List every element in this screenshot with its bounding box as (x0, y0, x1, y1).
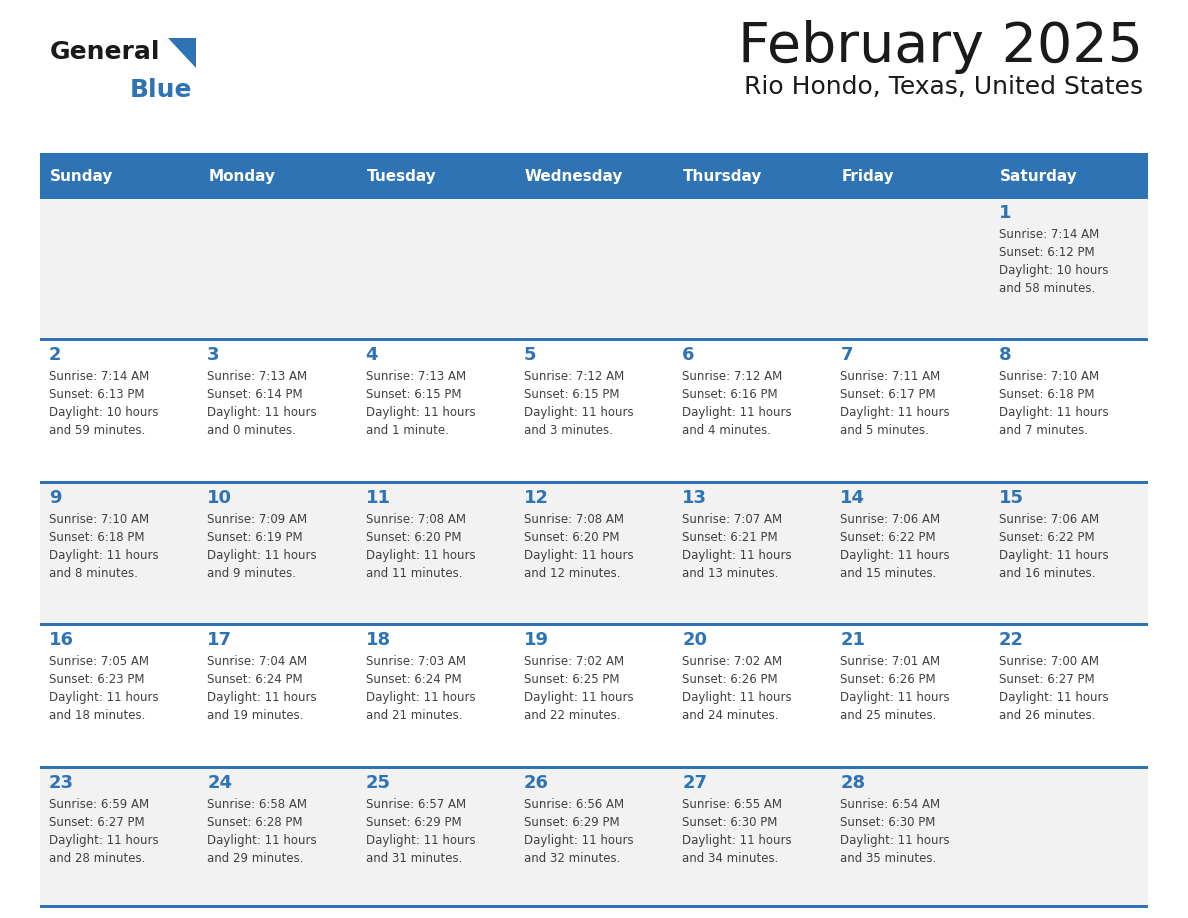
Text: Sunrise: 7:04 AM
Sunset: 6:24 PM
Daylight: 11 hours
and 19 minutes.: Sunrise: 7:04 AM Sunset: 6:24 PM Dayligh… (207, 655, 317, 722)
Text: Sunrise: 7:02 AM
Sunset: 6:26 PM
Daylight: 11 hours
and 24 minutes.: Sunrise: 7:02 AM Sunset: 6:26 PM Dayligh… (682, 655, 791, 722)
Text: 9: 9 (49, 488, 62, 507)
Bar (40, 905, 1148, 908)
Text: Sunrise: 7:02 AM
Sunset: 6:25 PM
Daylight: 11 hours
and 22 minutes.: Sunrise: 7:02 AM Sunset: 6:25 PM Dayligh… (524, 655, 633, 722)
Text: 21: 21 (840, 632, 865, 649)
Bar (40, 196, 1148, 339)
Text: Sunrise: 7:14 AM
Sunset: 6:13 PM
Daylight: 10 hours
and 59 minutes.: Sunrise: 7:14 AM Sunset: 6:13 PM Dayligh… (49, 370, 158, 437)
Text: 23: 23 (49, 774, 74, 791)
Text: Friday: Friday (841, 170, 895, 185)
Text: Wednesday: Wednesday (525, 170, 624, 185)
Text: 13: 13 (682, 488, 707, 507)
Text: Sunrise: 7:07 AM
Sunset: 6:21 PM
Daylight: 11 hours
and 13 minutes.: Sunrise: 7:07 AM Sunset: 6:21 PM Dayligh… (682, 513, 791, 580)
Text: Sunrise: 7:08 AM
Sunset: 6:20 PM
Daylight: 11 hours
and 12 minutes.: Sunrise: 7:08 AM Sunset: 6:20 PM Dayligh… (524, 513, 633, 580)
Text: Sunrise: 7:12 AM
Sunset: 6:15 PM
Daylight: 11 hours
and 3 minutes.: Sunrise: 7:12 AM Sunset: 6:15 PM Dayligh… (524, 370, 633, 437)
Text: 18: 18 (366, 632, 391, 649)
Text: 14: 14 (840, 488, 865, 507)
Bar (40, 481, 1148, 484)
Text: Sunrise: 6:59 AM
Sunset: 6:27 PM
Daylight: 11 hours
and 28 minutes.: Sunrise: 6:59 AM Sunset: 6:27 PM Dayligh… (49, 798, 159, 865)
Bar (40, 766, 1148, 908)
Text: 4: 4 (366, 346, 378, 364)
Bar (40, 481, 1148, 623)
Text: 16: 16 (49, 632, 74, 649)
Text: Tuesday: Tuesday (367, 170, 436, 185)
Text: 24: 24 (207, 774, 233, 791)
Bar (40, 623, 1148, 626)
Text: 2: 2 (49, 346, 62, 364)
Bar (40, 153, 1148, 158)
Text: Sunrise: 7:00 AM
Sunset: 6:27 PM
Daylight: 11 hours
and 26 minutes.: Sunrise: 7:00 AM Sunset: 6:27 PM Dayligh… (999, 655, 1108, 722)
Text: 25: 25 (366, 774, 391, 791)
Text: 22: 22 (999, 632, 1024, 649)
Text: Sunrise: 7:14 AM
Sunset: 6:12 PM
Daylight: 10 hours
and 58 minutes.: Sunrise: 7:14 AM Sunset: 6:12 PM Dayligh… (999, 228, 1108, 295)
Text: 6: 6 (682, 346, 695, 364)
Text: Sunrise: 7:09 AM
Sunset: 6:19 PM
Daylight: 11 hours
and 9 minutes.: Sunrise: 7:09 AM Sunset: 6:19 PM Dayligh… (207, 513, 317, 580)
Text: Sunday: Sunday (50, 170, 113, 185)
Bar (40, 339, 1148, 341)
Text: 11: 11 (366, 488, 391, 507)
Text: Sunrise: 6:54 AM
Sunset: 6:30 PM
Daylight: 11 hours
and 35 minutes.: Sunrise: 6:54 AM Sunset: 6:30 PM Dayligh… (840, 798, 950, 865)
Text: Sunrise: 7:12 AM
Sunset: 6:16 PM
Daylight: 11 hours
and 4 minutes.: Sunrise: 7:12 AM Sunset: 6:16 PM Dayligh… (682, 370, 791, 437)
Text: Sunrise: 6:55 AM
Sunset: 6:30 PM
Daylight: 11 hours
and 34 minutes.: Sunrise: 6:55 AM Sunset: 6:30 PM Dayligh… (682, 798, 791, 865)
Text: Sunrise: 7:06 AM
Sunset: 6:22 PM
Daylight: 11 hours
and 15 minutes.: Sunrise: 7:06 AM Sunset: 6:22 PM Dayligh… (840, 513, 950, 580)
Text: 10: 10 (207, 488, 233, 507)
Text: Blue: Blue (129, 78, 192, 102)
Bar (40, 196, 1148, 199)
Text: 8: 8 (999, 346, 1011, 364)
Text: General: General (50, 40, 160, 64)
Text: 19: 19 (524, 632, 549, 649)
Text: Sunrise: 6:58 AM
Sunset: 6:28 PM
Daylight: 11 hours
and 29 minutes.: Sunrise: 6:58 AM Sunset: 6:28 PM Dayligh… (207, 798, 317, 865)
Bar (40, 339, 1148, 481)
Text: Sunrise: 7:10 AM
Sunset: 6:18 PM
Daylight: 11 hours
and 8 minutes.: Sunrise: 7:10 AM Sunset: 6:18 PM Dayligh… (49, 513, 159, 580)
Text: 3: 3 (207, 346, 220, 364)
Bar (40, 158, 1148, 196)
Text: 20: 20 (682, 632, 707, 649)
Text: Thursday: Thursday (683, 170, 763, 185)
Text: 26: 26 (524, 774, 549, 791)
Text: Sunrise: 7:01 AM
Sunset: 6:26 PM
Daylight: 11 hours
and 25 minutes.: Sunrise: 7:01 AM Sunset: 6:26 PM Dayligh… (840, 655, 950, 722)
Text: Sunrise: 7:06 AM
Sunset: 6:22 PM
Daylight: 11 hours
and 16 minutes.: Sunrise: 7:06 AM Sunset: 6:22 PM Dayligh… (999, 513, 1108, 580)
Text: 1: 1 (999, 204, 1011, 222)
Text: Rio Hondo, Texas, United States: Rio Hondo, Texas, United States (744, 75, 1143, 99)
Text: 12: 12 (524, 488, 549, 507)
Text: Saturday: Saturday (1000, 170, 1078, 185)
Bar (40, 766, 1148, 768)
Text: 17: 17 (207, 632, 233, 649)
Text: Sunrise: 7:13 AM
Sunset: 6:14 PM
Daylight: 11 hours
and 0 minutes.: Sunrise: 7:13 AM Sunset: 6:14 PM Dayligh… (207, 370, 317, 437)
Text: Monday: Monday (208, 170, 276, 185)
Text: 7: 7 (840, 346, 853, 364)
Bar (40, 623, 1148, 766)
Text: Sunrise: 6:56 AM
Sunset: 6:29 PM
Daylight: 11 hours
and 32 minutes.: Sunrise: 6:56 AM Sunset: 6:29 PM Dayligh… (524, 798, 633, 865)
Text: Sunrise: 7:11 AM
Sunset: 6:17 PM
Daylight: 11 hours
and 5 minutes.: Sunrise: 7:11 AM Sunset: 6:17 PM Dayligh… (840, 370, 950, 437)
Text: 27: 27 (682, 774, 707, 791)
Polygon shape (168, 38, 196, 68)
Text: 15: 15 (999, 488, 1024, 507)
Text: Sunrise: 6:57 AM
Sunset: 6:29 PM
Daylight: 11 hours
and 31 minutes.: Sunrise: 6:57 AM Sunset: 6:29 PM Dayligh… (366, 798, 475, 865)
Text: Sunrise: 7:13 AM
Sunset: 6:15 PM
Daylight: 11 hours
and 1 minute.: Sunrise: 7:13 AM Sunset: 6:15 PM Dayligh… (366, 370, 475, 437)
Text: Sunrise: 7:08 AM
Sunset: 6:20 PM
Daylight: 11 hours
and 11 minutes.: Sunrise: 7:08 AM Sunset: 6:20 PM Dayligh… (366, 513, 475, 580)
Text: February 2025: February 2025 (738, 20, 1143, 74)
Text: Sunrise: 7:10 AM
Sunset: 6:18 PM
Daylight: 11 hours
and 7 minutes.: Sunrise: 7:10 AM Sunset: 6:18 PM Dayligh… (999, 370, 1108, 437)
Text: Sunrise: 7:03 AM
Sunset: 6:24 PM
Daylight: 11 hours
and 21 minutes.: Sunrise: 7:03 AM Sunset: 6:24 PM Dayligh… (366, 655, 475, 722)
Text: 5: 5 (524, 346, 536, 364)
Text: 28: 28 (840, 774, 866, 791)
Text: Sunrise: 7:05 AM
Sunset: 6:23 PM
Daylight: 11 hours
and 18 minutes.: Sunrise: 7:05 AM Sunset: 6:23 PM Dayligh… (49, 655, 159, 722)
